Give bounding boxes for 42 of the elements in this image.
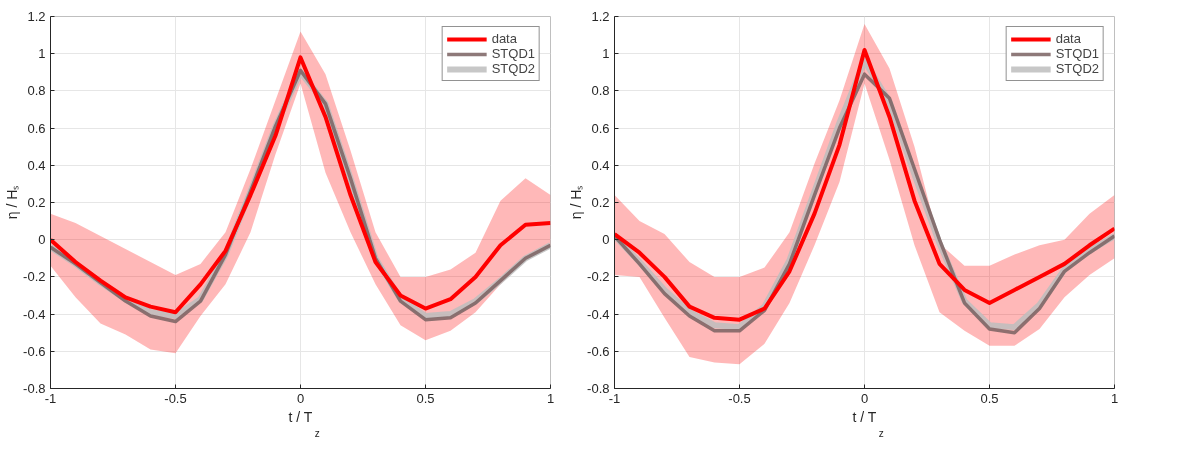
legend-label: data <box>1055 31 1081 46</box>
x-tick-label: 0.5 <box>980 390 999 406</box>
x-tick-label: 1 <box>1110 390 1119 406</box>
y-tick-label: 0.6 <box>591 120 610 136</box>
y-tick-label: 0.2 <box>27 195 46 210</box>
x-tick-label: 0 <box>860 390 869 406</box>
x-tick-label: 0.5 <box>416 390 435 406</box>
y-tick-label: -0.8 <box>587 381 610 396</box>
y-tick-label: -0.2 <box>587 269 610 285</box>
x-tick-label: 0 <box>296 390 305 406</box>
y-tick-label: 0.8 <box>591 83 610 99</box>
y-tick-label: 0.2 <box>591 195 610 210</box>
y-tick-label: -0.8 <box>23 381 46 396</box>
legend-label: STQD2 <box>1055 61 1099 76</box>
y-tick-label: 1.2 <box>591 9 610 24</box>
y-tick-label: 0.4 <box>591 157 610 173</box>
y-tick-label: 1 <box>38 46 46 62</box>
y-tick-label: 0.4 <box>27 157 46 173</box>
legend-label: STQD1 <box>491 46 535 61</box>
y-tick-label: -0.2 <box>23 269 46 285</box>
legend-label: STQD2 <box>491 61 535 76</box>
x-tick-label: -0.5 <box>728 390 751 406</box>
y-axis-title: η / Hₛ <box>3 185 20 220</box>
y-tick-label: -0.4 <box>587 306 610 322</box>
y-tick-label: -0.4 <box>23 306 46 322</box>
legend-label: data <box>491 31 517 46</box>
y-tick-label: -0.6 <box>587 343 610 359</box>
x-tick-label: -0.5 <box>164 390 187 406</box>
x-axis-title: t / Tz <box>852 408 884 439</box>
y-tick-label: 1.2 <box>27 9 46 24</box>
y-tick-label: 0.8 <box>27 83 46 99</box>
y-axis-title: η / Hₛ <box>567 185 584 220</box>
y-tick-label: -0.6 <box>23 343 46 359</box>
y-tick-label: 1 <box>602 46 610 62</box>
x-tick-label: -1 <box>608 390 621 406</box>
y-tick-label: 0.6 <box>27 120 46 136</box>
y-tick-label: 0 <box>38 232 46 248</box>
x-tick-label: -1 <box>44 390 57 406</box>
x-tick-label: 1 <box>546 390 555 406</box>
legend-label: STQD1 <box>1055 46 1099 61</box>
y-tick-label: 0 <box>602 232 610 248</box>
x-axis-title: t / Tz <box>288 408 320 439</box>
